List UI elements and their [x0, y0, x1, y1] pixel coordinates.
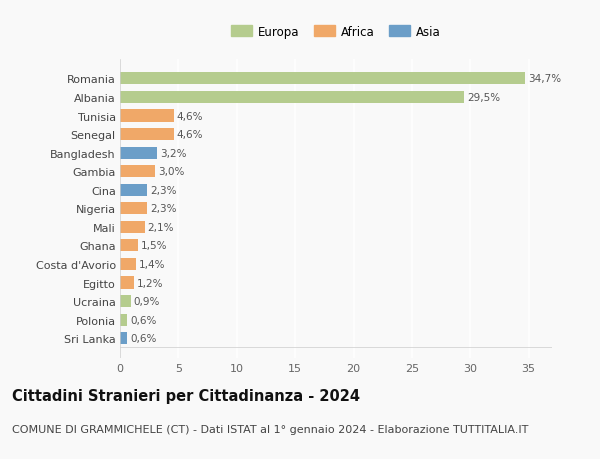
Text: 2,3%: 2,3% — [150, 185, 176, 196]
Text: Cittadini Stranieri per Cittadinanza - 2024: Cittadini Stranieri per Cittadinanza - 2… — [12, 388, 360, 403]
Bar — [120, 185, 147, 196]
Bar — [120, 166, 155, 178]
Text: 1,5%: 1,5% — [140, 241, 167, 251]
Text: 1,2%: 1,2% — [137, 278, 163, 288]
Bar — [120, 332, 127, 344]
Bar — [120, 258, 136, 270]
Bar — [120, 129, 174, 141]
Text: 4,6%: 4,6% — [176, 130, 203, 140]
Text: 0,9%: 0,9% — [133, 297, 160, 307]
Text: 0,6%: 0,6% — [130, 333, 156, 343]
Text: 2,1%: 2,1% — [148, 222, 174, 232]
Bar — [120, 240, 137, 252]
Text: COMUNE DI GRAMMICHELE (CT) - Dati ISTAT al 1° gennaio 2024 - Elaborazione TUTTIT: COMUNE DI GRAMMICHELE (CT) - Dati ISTAT … — [12, 425, 529, 435]
Bar — [120, 277, 134, 289]
Text: 3,2%: 3,2% — [160, 148, 187, 158]
Legend: Europa, Africa, Asia: Europa, Africa, Asia — [226, 21, 446, 43]
Bar — [120, 203, 147, 215]
Text: 0,6%: 0,6% — [130, 315, 156, 325]
Text: 34,7%: 34,7% — [528, 74, 561, 84]
Bar — [120, 110, 174, 122]
Bar — [120, 147, 157, 159]
Text: 4,6%: 4,6% — [176, 111, 203, 121]
Text: 2,3%: 2,3% — [150, 204, 176, 214]
Text: 1,4%: 1,4% — [139, 259, 166, 269]
Text: 29,5%: 29,5% — [467, 93, 500, 103]
Bar — [120, 296, 131, 308]
Bar — [120, 92, 464, 104]
Text: 3,0%: 3,0% — [158, 167, 184, 177]
Bar — [120, 73, 525, 85]
Bar — [120, 221, 145, 233]
Bar — [120, 314, 127, 326]
